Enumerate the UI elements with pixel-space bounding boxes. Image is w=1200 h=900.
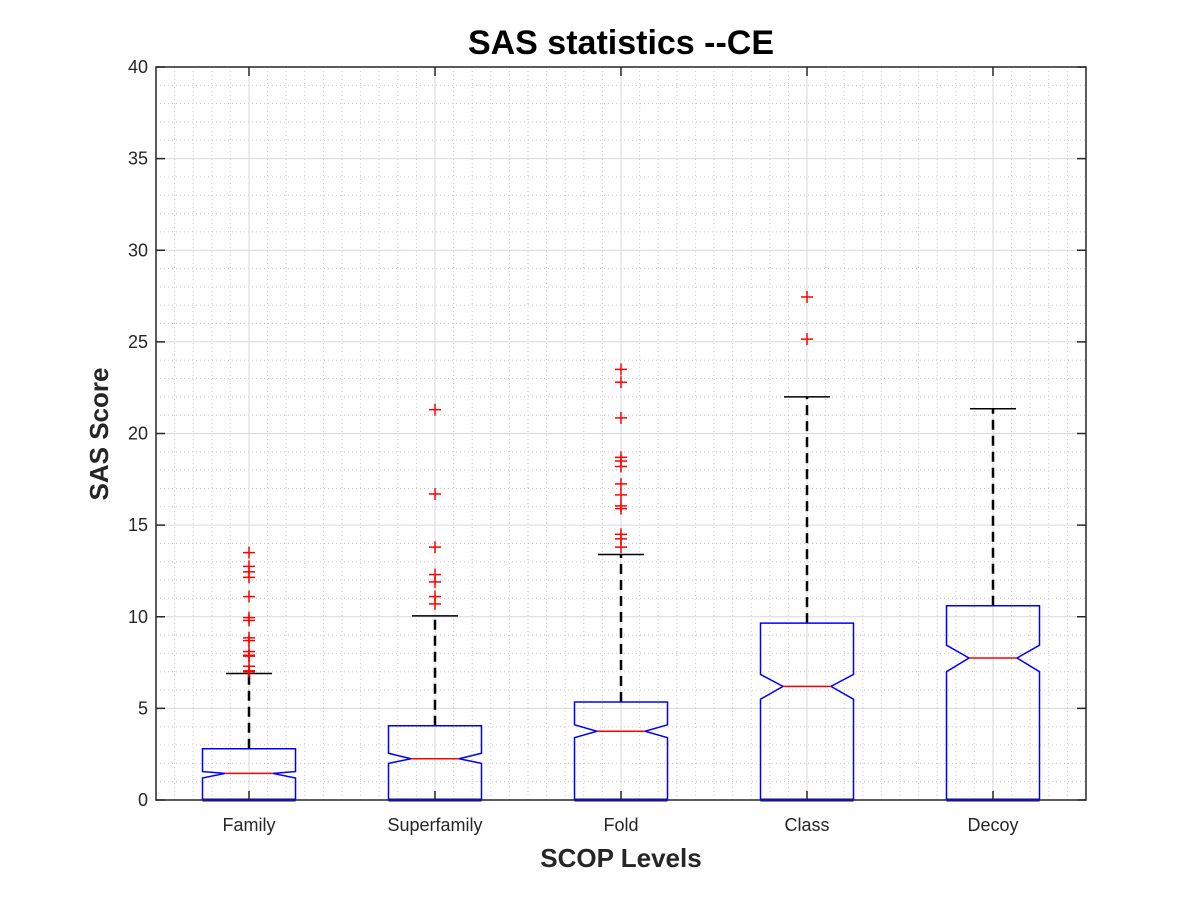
x-tick-label: Family <box>223 815 276 835</box>
x-tick-labels: Family Superfamily Fold Class Decoy <box>223 815 1019 835</box>
outlier-marker <box>243 650 255 663</box>
outlier-marker <box>615 502 627 515</box>
y-tick-label: 20 <box>128 424 148 444</box>
y-axis-label: SAS Score <box>84 368 114 501</box>
x-tick-label: Class <box>784 815 829 835</box>
box <box>573 701 669 801</box>
y-tick-label: 10 <box>128 607 148 627</box>
outlier-marker <box>429 487 441 500</box>
box <box>387 725 483 801</box>
outlier-marker <box>243 571 255 584</box>
y-tick-labels: 0 5 10 15 20 25 30 35 40 <box>128 57 148 810</box>
outlier-marker <box>429 403 441 416</box>
x-tick-label: Fold <box>603 815 638 835</box>
outlier-marker <box>243 546 255 559</box>
y-tick-label: 5 <box>138 698 148 718</box>
y-tick-label: 0 <box>138 790 148 810</box>
outlier-marker <box>243 590 255 603</box>
outlier-marker <box>615 488 627 501</box>
outlier-marker <box>429 541 441 554</box>
box <box>945 605 1041 801</box>
outlier-marker <box>615 541 627 554</box>
x-tick-label: Decoy <box>967 815 1018 835</box>
box <box>759 622 855 801</box>
y-tick-label: 30 <box>128 240 148 260</box>
y-tick-label: 25 <box>128 332 148 352</box>
outlier-marker <box>615 376 627 389</box>
outlier-marker <box>615 363 627 376</box>
outlier-marker <box>243 665 255 678</box>
y-tick-label: 35 <box>128 149 148 169</box>
outlier-marker <box>615 460 627 473</box>
outlier-marker <box>243 634 255 647</box>
chart-title: SAS statistics --CE <box>468 24 774 62</box>
outlier-marker <box>243 614 255 627</box>
outlier-marker <box>801 333 813 346</box>
outlier-marker <box>801 290 813 303</box>
x-axis-label: SCOP Levels <box>540 843 701 873</box>
outlier-marker <box>429 575 441 588</box>
y-tick-label: 15 <box>128 515 148 535</box>
axes <box>155 66 1087 801</box>
box <box>201 747 297 801</box>
outlier-marker <box>615 477 627 490</box>
y-tick-label: 40 <box>128 57 148 77</box>
outlier-marker <box>615 411 627 424</box>
x-tick-label: Superfamily <box>387 815 482 835</box>
outlier-marker <box>429 597 441 610</box>
